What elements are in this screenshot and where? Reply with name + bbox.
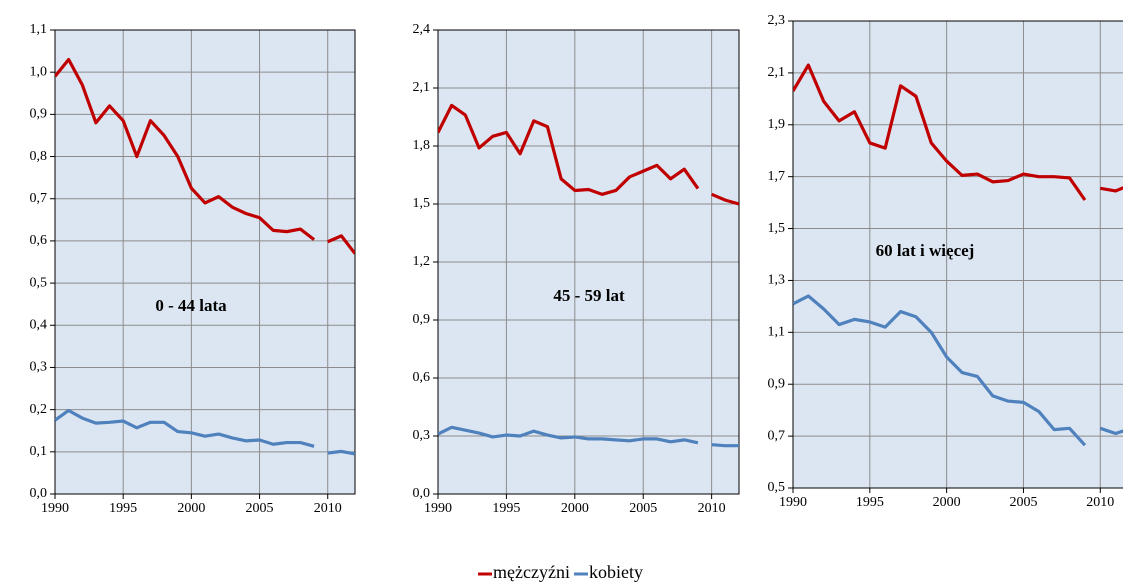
plot-area bbox=[793, 21, 1123, 488]
y-tick-label: 0,3 bbox=[30, 360, 48, 375]
y-tick-label: 0,4 bbox=[30, 317, 48, 332]
x-tick-label: 1995 bbox=[109, 501, 137, 516]
y-tick-label: 0,2 bbox=[30, 402, 48, 417]
data-line bbox=[1100, 186, 1123, 193]
series-group bbox=[55, 57, 355, 456]
data-line bbox=[711, 443, 739, 448]
y-tick-label: 1,5 bbox=[768, 221, 786, 236]
y-tick-label: 0,3 bbox=[413, 428, 431, 443]
x-tick-label: 2005 bbox=[1009, 495, 1037, 510]
y-tick-label: 1,1 bbox=[768, 325, 786, 340]
y-tick-label: 2,1 bbox=[768, 65, 786, 80]
annotation: 45 - 59 lat bbox=[553, 286, 625, 305]
y-tick-label: 0,8 bbox=[30, 149, 48, 164]
data-line bbox=[55, 408, 315, 448]
data-line bbox=[438, 425, 699, 445]
data-line bbox=[793, 63, 1087, 201]
y-tick-label: 1,1 bbox=[30, 22, 48, 37]
annotation: 60 lat i więcej bbox=[876, 241, 975, 260]
x-tick-label: 2005 bbox=[246, 501, 274, 516]
data-line bbox=[1099, 426, 1123, 436]
x-tick-label: 1990 bbox=[779, 495, 807, 510]
y-tick-label: 1,5 bbox=[413, 196, 431, 211]
y-tick-label: 2,4 bbox=[413, 22, 431, 37]
data-line bbox=[55, 57, 316, 241]
x-tick-label: 1990 bbox=[41, 501, 69, 516]
y-tick-label: 0,5 bbox=[768, 480, 786, 495]
y-tick-label: 0,5 bbox=[30, 275, 48, 290]
x-tick-label: 2000 bbox=[177, 501, 205, 516]
x-tick-label: 2010 bbox=[1086, 495, 1114, 510]
x-tick-label: 2010 bbox=[314, 501, 342, 516]
legend-label: kobiety bbox=[589, 562, 643, 582]
x-tick-label: 2000 bbox=[561, 501, 589, 516]
plot-frame bbox=[792, 20, 1123, 489]
data-line bbox=[438, 103, 700, 196]
y-tick-label: 0,9 bbox=[413, 312, 431, 327]
data-line bbox=[327, 234, 355, 255]
y-tick-label: 2,1 bbox=[413, 80, 431, 95]
y-tick-label: 1,9 bbox=[768, 117, 786, 132]
y-tick-label: 1,0 bbox=[30, 64, 48, 79]
x-tick-label: 2005 bbox=[629, 501, 657, 516]
series-group bbox=[793, 63, 1123, 447]
y-tick-label: 0,7 bbox=[768, 428, 786, 443]
series-group bbox=[438, 103, 739, 448]
data-line bbox=[793, 294, 1087, 447]
x-tick-label: 2010 bbox=[698, 501, 726, 516]
y-tick-label: 0,7 bbox=[30, 191, 48, 206]
y-tick-label: 0,6 bbox=[30, 233, 48, 248]
legend: mężczyźni kobiety bbox=[478, 562, 643, 582]
data-line bbox=[711, 192, 739, 206]
data-line bbox=[327, 449, 355, 456]
y-tick-label: 0,6 bbox=[413, 370, 431, 385]
y-tick-label: 1,8 bbox=[413, 138, 431, 153]
plot-frame bbox=[54, 29, 356, 495]
y-tick-label: 0,9 bbox=[768, 376, 786, 391]
y-tick-label: 0,1 bbox=[30, 444, 48, 459]
y-tick-label: 2,3 bbox=[768, 13, 786, 28]
plot-area bbox=[55, 30, 355, 494]
y-tick-label: 0,9 bbox=[30, 107, 48, 122]
plot-frame bbox=[437, 29, 740, 495]
y-tick-label: 1,2 bbox=[413, 254, 431, 269]
y-tick-label: 0,0 bbox=[30, 486, 48, 501]
x-tick-label: 1995 bbox=[856, 495, 884, 510]
y-tick-label: 0,0 bbox=[413, 486, 431, 501]
x-tick-label: 1990 bbox=[424, 501, 452, 516]
y-tick-label: 1,7 bbox=[768, 169, 786, 184]
x-tick-label: 2000 bbox=[933, 495, 961, 510]
annotation: 0 - 44 lata bbox=[155, 296, 227, 315]
y-tick-label: 1,3 bbox=[768, 273, 786, 288]
legend-label: mężczyźni bbox=[493, 562, 570, 582]
x-tick-label: 1995 bbox=[492, 501, 520, 516]
